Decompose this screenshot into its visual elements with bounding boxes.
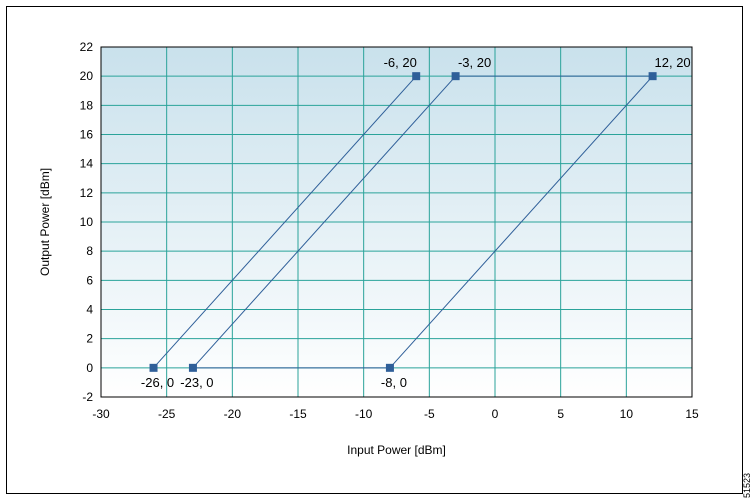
chart: -30 -25 -20 -15 -10 -5 0 5 10 15 -202468101214161… <box>38 40 699 457</box>
x-axis-label: Input Power [dBm] <box>347 443 446 457</box>
data-labels: -26, 0 -23, 0 -8, 0 -6, 20 -3, 20 12, 20 <box>141 55 691 390</box>
plot-border <box>100 46 693 398</box>
y-tick-label: 8 <box>86 244 93 258</box>
x-tick-label: -10 <box>355 407 373 421</box>
y-tick-label: 16 <box>80 128 94 142</box>
y-axis-ticks: -2 0 2 4 6 8 10 12 14 16 18 20 22 <box>80 40 94 404</box>
x-tick-label: -25 <box>158 407 176 421</box>
x-tick-label: -30 <box>92 407 110 421</box>
y-tick-label: 0 <box>86 361 93 375</box>
x-tick-label: 0 <box>492 407 499 421</box>
y-tick-label: 6 <box>86 273 93 287</box>
x-tick-label: 5 <box>557 407 564 421</box>
x-tick-label: -20 <box>224 407 242 421</box>
y-tick-label: 12 <box>80 186 94 200</box>
data-point <box>648 72 657 81</box>
data-point <box>149 363 158 372</box>
y-tick-label: 18 <box>80 98 94 112</box>
x-tick-label: -15 <box>289 407 307 421</box>
data-label: -6, 20 <box>384 55 417 70</box>
data-label: -3, 20 <box>458 55 491 70</box>
data-label: -26, 0 <box>141 375 174 390</box>
y-tick-label: -2 <box>82 390 93 404</box>
x-tick-label: -5 <box>424 407 435 421</box>
y-tick-label: 2 <box>86 332 93 346</box>
series-line <box>192 75 456 369</box>
figure-code: 51523 <box>742 472 752 498</box>
figure-frame: -30 -25 -20 -15 -10 -5 0 5 10 15 -2 0 2 4 6 8 10 12 14 16 1… <box>6 6 743 494</box>
data-label: -8, 0 <box>381 375 407 390</box>
x-tick-label: 15 <box>685 407 699 421</box>
data-label: -23, 0 <box>180 375 213 390</box>
data-point <box>412 72 421 81</box>
y-tick-label: 20 <box>80 69 94 83</box>
series-lines <box>153 75 653 369</box>
y-tick-label: 14 <box>80 157 94 171</box>
x-axis-ticks: -30 -25 -20 -15 -10 -5 0 5 10 15 <box>92 407 699 421</box>
data-point <box>385 363 394 372</box>
data-label: 12, 20 <box>655 55 691 70</box>
series-line <box>389 75 653 369</box>
y-tick-label: 4 <box>86 303 93 317</box>
y-axis-label: Output Power [dBm] <box>38 168 52 276</box>
data-point <box>188 363 197 372</box>
data-markers <box>149 72 657 372</box>
y-tick-label: 10 <box>80 215 94 229</box>
x-tick-label: 10 <box>620 407 634 421</box>
series-line <box>153 75 417 369</box>
data-point <box>451 72 460 81</box>
y-tick-label: 22 <box>80 40 94 54</box>
